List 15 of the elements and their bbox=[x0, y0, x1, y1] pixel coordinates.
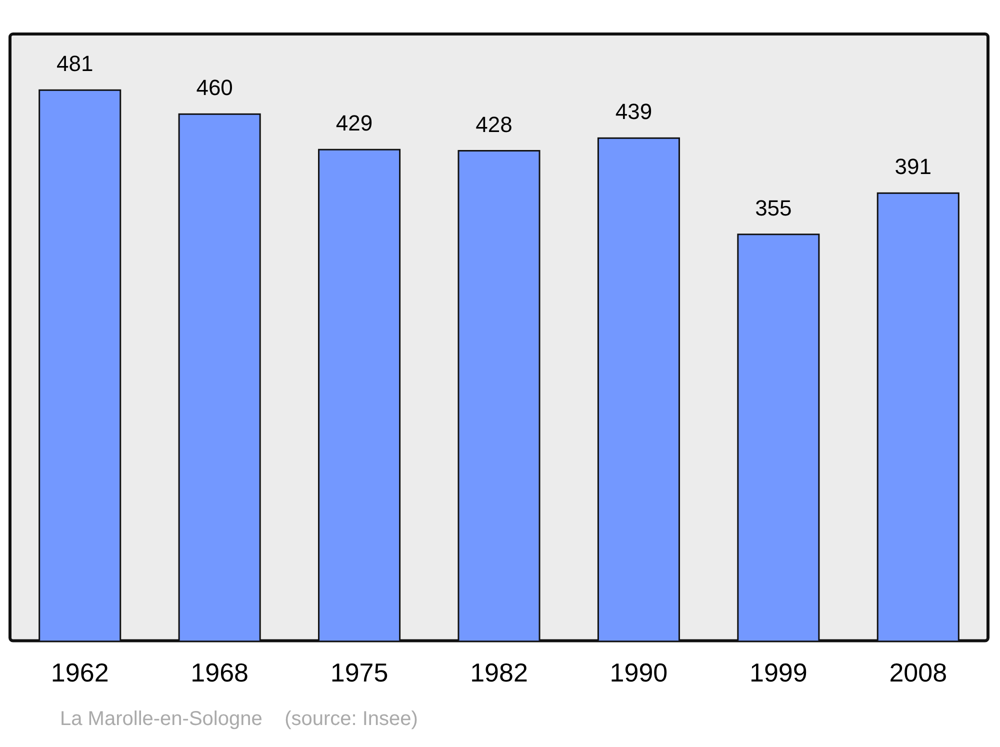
x-tick-label: 1990 bbox=[610, 658, 668, 688]
data-label: 429 bbox=[336, 110, 373, 136]
text: La Marolle-en-Sologne (source: Insee) bbox=[60, 708, 419, 731]
x-tick-label: 2008 bbox=[889, 658, 948, 688]
data-label: 481 bbox=[56, 51, 94, 76]
data-label: 460 bbox=[196, 75, 233, 100]
data-label: 439 bbox=[615, 99, 652, 124]
x-tick-label: 1975 bbox=[330, 658, 388, 688]
x-tick-label: 1968 bbox=[190, 658, 248, 688]
x-tick-label: 1962 bbox=[50, 658, 109, 688]
data-label: 428 bbox=[476, 112, 512, 137]
x-tick-label: 1999 bbox=[750, 658, 808, 688]
x-tick-label: 1982 bbox=[470, 658, 528, 688]
data-label: 391 bbox=[894, 154, 932, 180]
data-label: 355 bbox=[755, 195, 792, 220]
